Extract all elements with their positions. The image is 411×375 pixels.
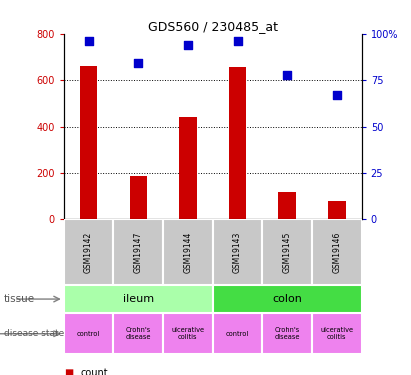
Bar (213, 219, 262, 285)
Text: GSM19145: GSM19145 (283, 231, 292, 273)
Text: ■: ■ (64, 368, 73, 375)
Point (85, 38, 92, 44)
Text: disease state: disease state (4, 329, 65, 338)
Bar (262, 219, 312, 285)
Point (135, 60, 141, 66)
Text: GSM19144: GSM19144 (183, 231, 192, 273)
Text: GSM19143: GSM19143 (233, 231, 242, 273)
Text: GSM19146: GSM19146 (332, 231, 342, 273)
Bar (179, 117, 196, 219)
Bar (80, 66, 97, 219)
Point (284, 72, 291, 78)
Bar (64, 313, 113, 354)
Bar (312, 219, 362, 285)
Text: ulcerative
colitis: ulcerative colitis (171, 327, 204, 340)
Bar (64, 285, 213, 313)
Point (234, 38, 241, 44)
Bar (129, 177, 147, 219)
Text: GSM19147: GSM19147 (134, 231, 143, 273)
Bar (229, 68, 246, 219)
Text: ileum: ileum (122, 294, 154, 304)
Bar (113, 313, 163, 354)
Text: tissue: tissue (4, 294, 35, 304)
Text: control: control (226, 331, 249, 337)
Bar (163, 219, 213, 285)
Bar (312, 313, 362, 354)
Text: control: control (77, 331, 100, 337)
Bar (328, 201, 346, 219)
Bar (213, 313, 262, 354)
Text: count: count (80, 368, 108, 375)
Bar (279, 192, 296, 219)
Bar (113, 219, 163, 285)
Bar (213, 285, 362, 313)
Title: GDS560 / 230485_at: GDS560 / 230485_at (148, 20, 278, 33)
Text: ulcerative
colitis: ulcerative colitis (320, 327, 353, 340)
Text: Crohn's
disease: Crohn's disease (275, 327, 300, 340)
Bar (262, 313, 312, 354)
Text: Crohn's
disease: Crohn's disease (125, 327, 151, 340)
Point (185, 42, 191, 48)
Bar (163, 313, 213, 354)
Text: GSM19142: GSM19142 (84, 231, 93, 273)
Point (334, 92, 340, 98)
Text: colon: colon (272, 294, 302, 304)
Bar (64, 219, 113, 285)
